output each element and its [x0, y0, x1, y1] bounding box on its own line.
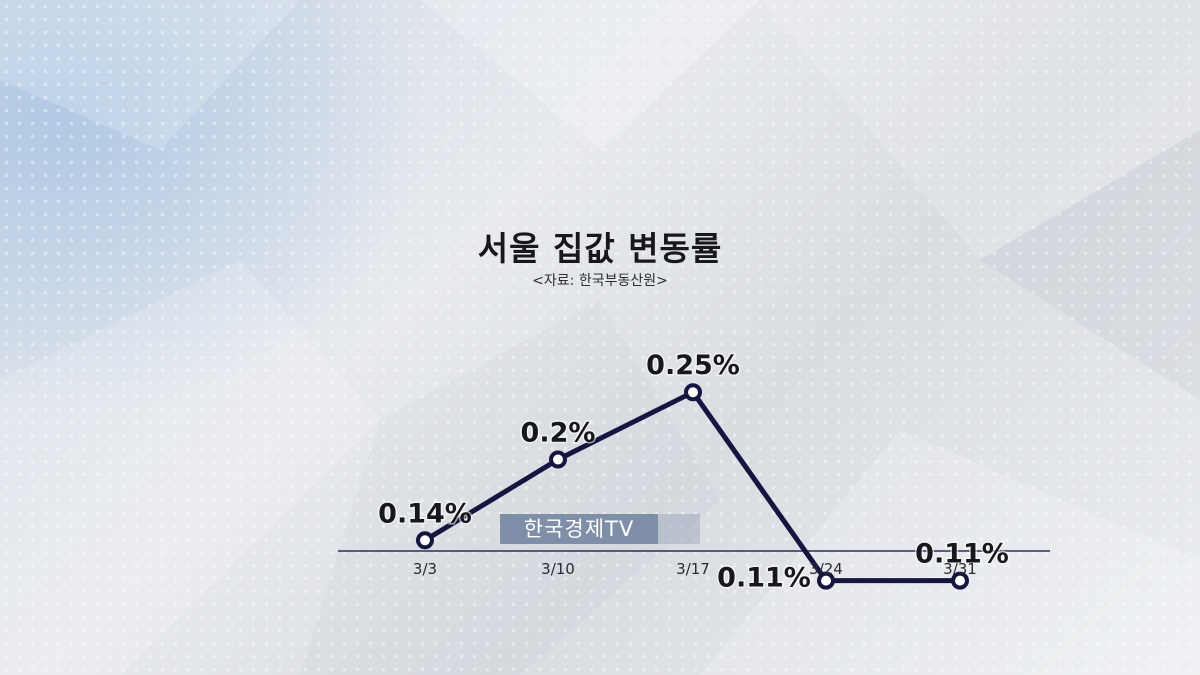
x-tick-label: 3/31: [943, 560, 977, 578]
watermark-bar: [658, 514, 700, 544]
data-points: [416, 383, 969, 590]
data-point: [416, 531, 434, 550]
data-label: 0.25%: [646, 350, 740, 381]
data-point: [549, 450, 567, 469]
data-label: 0.11%: [915, 539, 1009, 570]
data-labels: 0.14% 0.2% 0.25% 0.11% 0.11%: [377, 349, 1011, 595]
x-tick-label: 3/3: [413, 560, 437, 578]
x-tick-label: 3/24: [809, 560, 843, 578]
data-point: [684, 383, 702, 402]
chart-title: 서울 집값 변동률: [477, 229, 723, 268]
data-label: 0.2%: [521, 418, 596, 449]
data-label: 0.11%: [717, 563, 811, 594]
x-tick-label: 3/17: [676, 560, 710, 578]
series-line: [423, 389, 960, 584]
x-tick-label: 3/10: [541, 560, 575, 578]
chart-source: <자료: 한국부동산원>: [532, 273, 668, 289]
data-point: [951, 571, 969, 590]
watermark-logo: 한국경제TV: [500, 514, 658, 544]
data-label: 0.14%: [378, 498, 472, 529]
x-tick-labels: 3/3 3/10 3/17 3/24 3/31: [413, 560, 977, 578]
data-point: [817, 571, 835, 590]
